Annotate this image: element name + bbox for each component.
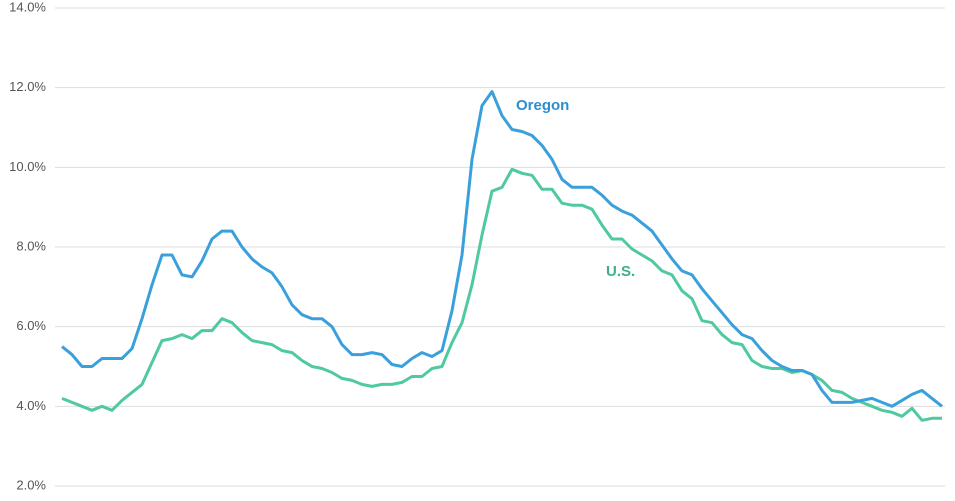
y-tick-label: 12.0% — [9, 79, 46, 94]
y-tick-label: 8.0% — [16, 238, 46, 253]
series-label: Oregon — [516, 97, 569, 114]
series-line — [61, 90, 943, 408]
y-tick-label: 14.0% — [9, 0, 46, 14]
y-tick-label: 10.0% — [9, 159, 46, 174]
y-tick-label: 6.0% — [16, 318, 46, 333]
series-label: U.S. — [606, 263, 635, 280]
y-tick-label: 2.0% — [16, 477, 46, 492]
series-line — [61, 167, 942, 422]
y-tick-label: 4.0% — [16, 398, 46, 413]
